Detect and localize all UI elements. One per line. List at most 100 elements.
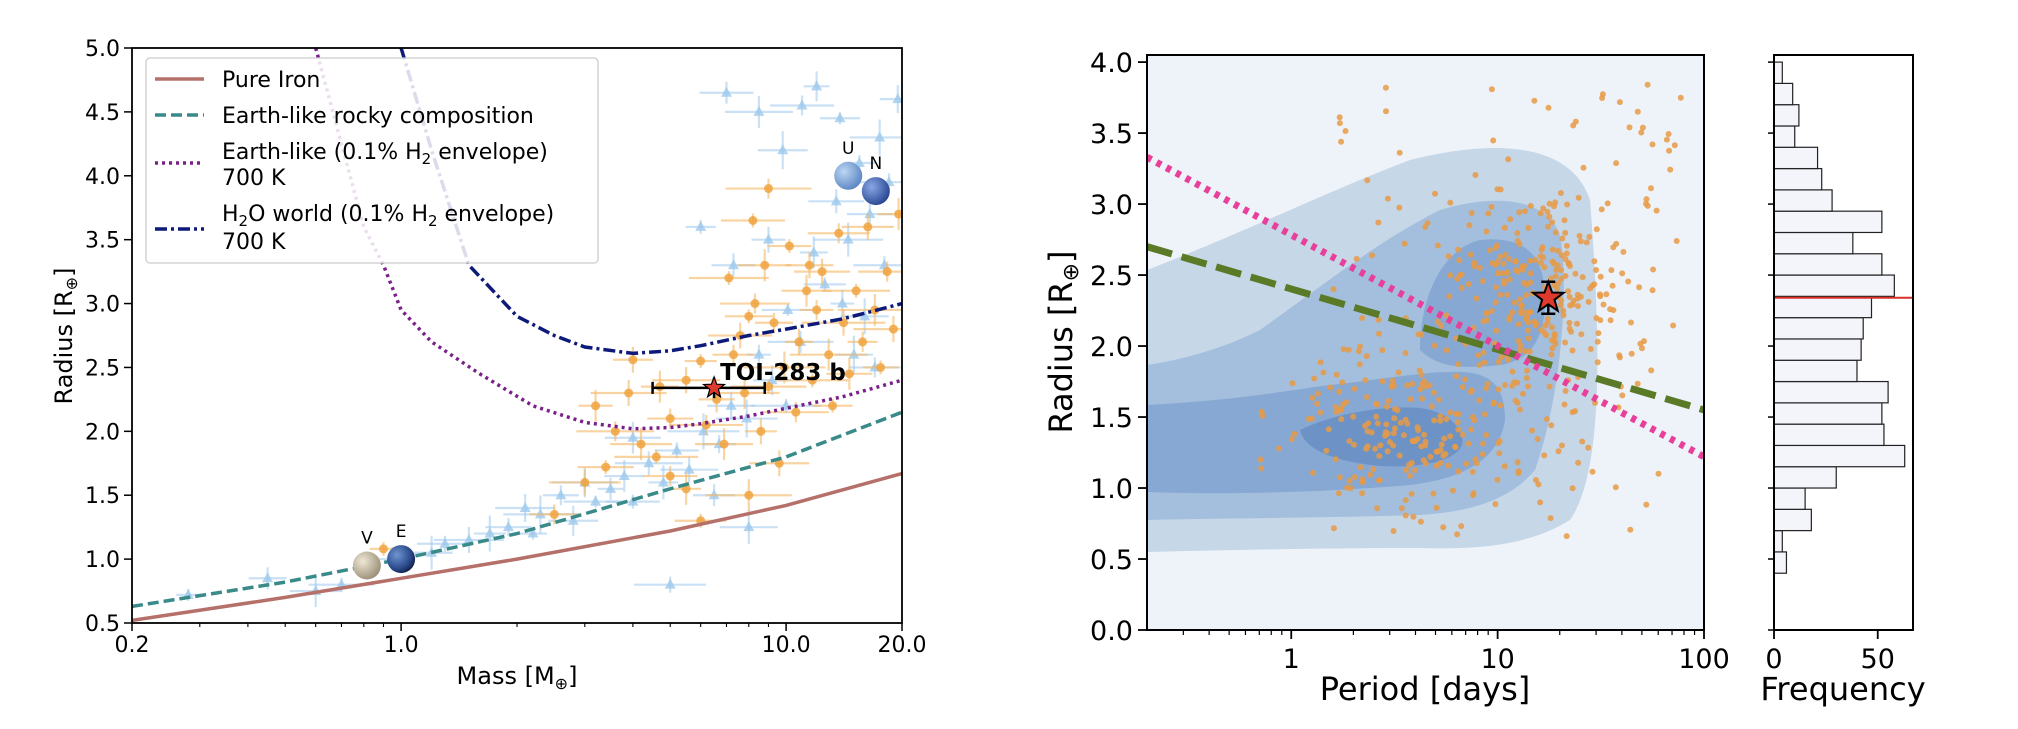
period-radius-point (1563, 533, 1570, 540)
period-radius-point (1514, 379, 1521, 386)
orange-point (784, 241, 794, 251)
blue-point (741, 412, 753, 423)
orange-point (756, 426, 766, 436)
period-radius-point (1370, 466, 1377, 473)
planet-label-v: V (361, 529, 373, 549)
period-radius-point (1469, 468, 1476, 475)
blue-point (695, 220, 707, 231)
period-radius-point (1551, 337, 1558, 344)
period-radius-point (1569, 347, 1576, 354)
period-radius-point (1522, 208, 1528, 215)
period-radius-point (1363, 353, 1370, 360)
period-radius-point (1677, 94, 1684, 101)
period-radius-point (1527, 202, 1534, 209)
period-radius-point (1496, 438, 1503, 444)
period-radius-point (1385, 397, 1392, 404)
period-radius-point (1455, 468, 1462, 475)
blue-point (567, 514, 579, 525)
orange-point (651, 452, 661, 462)
period-radius-point (1497, 291, 1504, 298)
legend-label-earth-like-h2-temp: 700 K (222, 166, 286, 191)
period-radius-point (1441, 435, 1448, 442)
toi-283b-star (701, 375, 727, 399)
period-radius-point (1496, 450, 1503, 457)
period-radius-point (1309, 394, 1316, 401)
period-radius-point (1488, 203, 1495, 210)
period-radius-point (1314, 400, 1321, 407)
period-radius-point (1488, 86, 1495, 93)
orange-point (610, 426, 620, 436)
radius-tick-label-left: 4.5 (85, 101, 120, 126)
period-radius-point (1524, 313, 1530, 320)
histogram-bar (1774, 402, 1883, 425)
period-radius-point (1566, 293, 1573, 300)
period-radius-point (1359, 490, 1365, 497)
period-radius-point (1575, 459, 1582, 466)
period-radius-point (1516, 406, 1523, 413)
radius-valley-lines (1147, 154, 1704, 460)
period-axis-label: Period [days] (1320, 670, 1530, 708)
period-radius-point (1566, 319, 1573, 326)
period-tick-label: 10 (1480, 644, 1514, 675)
period-radius-point (1609, 282, 1616, 289)
period-radius-point (1330, 286, 1337, 293)
period-radius-point (1670, 322, 1677, 329)
period-radius-point (1562, 339, 1569, 346)
period-radius-point (1484, 310, 1491, 317)
period-radius-point (1415, 331, 1422, 338)
pure-iron-curve (132, 471, 902, 623)
orange-point (378, 544, 388, 554)
period-radius-point (1376, 330, 1382, 337)
period-radius-point (1422, 460, 1429, 467)
period-radius-point (1436, 396, 1443, 403)
orange-point (740, 388, 750, 398)
orange-point (851, 286, 861, 296)
period-radius-point (1454, 361, 1461, 368)
legend-box (145, 57, 599, 264)
period-radius-point (1572, 118, 1579, 125)
period-radius-point (1612, 484, 1619, 491)
histogram-bar (1774, 423, 1885, 447)
blue-point (618, 470, 630, 481)
period-radius-point (1597, 273, 1604, 280)
period-radius-point (1498, 354, 1505, 361)
period-radius-point (1414, 436, 1421, 442)
period-radius-point (1607, 317, 1614, 324)
period-radius-point (1563, 250, 1570, 257)
radius-tick-label-left: 2.0 (85, 420, 120, 445)
blue-point (836, 297, 848, 308)
period-radius-point (1529, 427, 1535, 434)
histogram-bar (1774, 61, 1783, 84)
orange-point (591, 401, 601, 411)
period-radius-point (1481, 359, 1488, 366)
period-radius-point (1565, 260, 1572, 266)
frequency-axis-label: Frequency (1760, 670, 1925, 708)
period-radius-point (1501, 280, 1508, 287)
period-radius-point (1562, 229, 1569, 236)
orange-point (791, 407, 801, 417)
mass-radius-panel: V E UN TOI-283 b 0.2 1.0 10.0 20.0 0.5 1.0 1.5 2.… (50, 37, 926, 693)
period-radius-point (1484, 317, 1490, 324)
orange-point (701, 420, 711, 430)
period-radius-frame (1146, 54, 1705, 631)
period-radius-point (1483, 432, 1490, 438)
orange-point (763, 184, 773, 194)
period-radius-point (1546, 383, 1553, 390)
period-radius-point (1465, 281, 1472, 288)
orange-point (876, 362, 886, 372)
radius-tick-label-right-panel: 4.0 (1090, 48, 1133, 79)
histogram-bar (1774, 210, 1883, 234)
period-radius-point (1504, 291, 1511, 298)
period-radius-point (1565, 288, 1572, 295)
period-radius-point (1587, 346, 1594, 352)
period-radius-point (1663, 136, 1670, 143)
period-radius-point (1359, 479, 1366, 486)
period-radius-point (1417, 518, 1424, 525)
period-radius-point (1340, 401, 1347, 408)
period-radius-point (1552, 229, 1559, 236)
period-radius-point (1517, 342, 1524, 349)
period-radius-point (1671, 142, 1678, 149)
radius-tick-label-right-panel: 1.5 (1090, 403, 1133, 434)
period-radius-point (1469, 414, 1476, 420)
period-radius-point (1363, 445, 1370, 452)
